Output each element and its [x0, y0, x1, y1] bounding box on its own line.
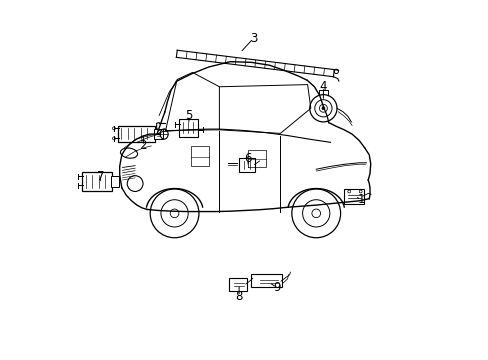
Text: 6: 6 [244, 152, 251, 165]
FancyBboxPatch shape [82, 172, 112, 192]
Circle shape [321, 107, 324, 110]
Text: 4: 4 [319, 80, 326, 93]
Polygon shape [190, 146, 208, 166]
Text: 9: 9 [272, 281, 280, 294]
FancyBboxPatch shape [179, 120, 198, 136]
Text: 8: 8 [235, 290, 243, 303]
Text: 3: 3 [249, 32, 257, 45]
FancyBboxPatch shape [250, 274, 281, 287]
FancyBboxPatch shape [229, 278, 246, 291]
FancyBboxPatch shape [118, 126, 155, 142]
Text: 1: 1 [357, 193, 364, 206]
Text: 7: 7 [97, 170, 104, 183]
FancyBboxPatch shape [110, 176, 119, 187]
Text: 2: 2 [140, 139, 147, 152]
Text: 5: 5 [185, 109, 192, 122]
FancyBboxPatch shape [239, 158, 255, 172]
FancyBboxPatch shape [344, 189, 363, 204]
FancyBboxPatch shape [153, 129, 163, 139]
